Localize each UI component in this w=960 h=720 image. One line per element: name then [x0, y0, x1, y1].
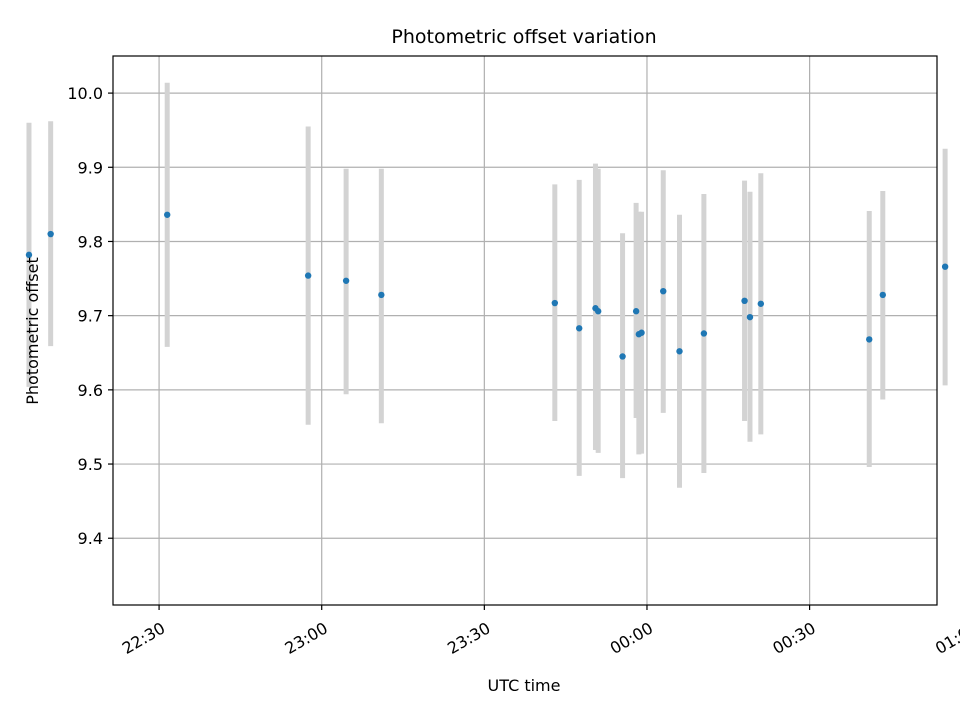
data-point [304, 272, 312, 279]
data-point [164, 211, 171, 218]
y-tick-label: 9.9 [78, 158, 103, 177]
data-point [619, 353, 626, 360]
data-point [632, 308, 640, 315]
data-point [741, 297, 748, 305]
y-tick-label: 9.7 [78, 307, 103, 326]
chart-title: Photometric offset variation [391, 26, 656, 48]
data-point [47, 230, 54, 238]
y-axis-label: Photometric offset [23, 257, 42, 405]
y-tick-label: 10.0 [67, 84, 103, 103]
y-tick-label: 9.8 [78, 232, 103, 251]
data-point [757, 300, 765, 307]
data-points [25, 211, 949, 360]
y-tick-label: 9.4 [78, 529, 103, 548]
data-point [594, 308, 602, 315]
x-axis-label: UTC time [488, 676, 561, 695]
data-point [25, 251, 33, 259]
data-point [551, 299, 559, 307]
data-point [638, 329, 645, 336]
data-point [660, 287, 667, 295]
plot-frame [112, 55, 938, 606]
data-point [700, 330, 708, 337]
data-point [941, 263, 949, 270]
y-tick-label: 9.6 [78, 381, 103, 400]
grid [113, 56, 937, 605]
data-point [879, 291, 886, 299]
data-point [866, 336, 873, 343]
y-tick-label: 9.5 [78, 455, 103, 474]
data-point [676, 348, 683, 355]
data-point [342, 277, 350, 284]
data-point [746, 313, 754, 321]
y-axis-ticks: 9.4 9.5 9.6 9.7 9.8 9.9 10.0 [67, 84, 113, 548]
data-point [378, 291, 385, 299]
data-point [576, 325, 583, 332]
